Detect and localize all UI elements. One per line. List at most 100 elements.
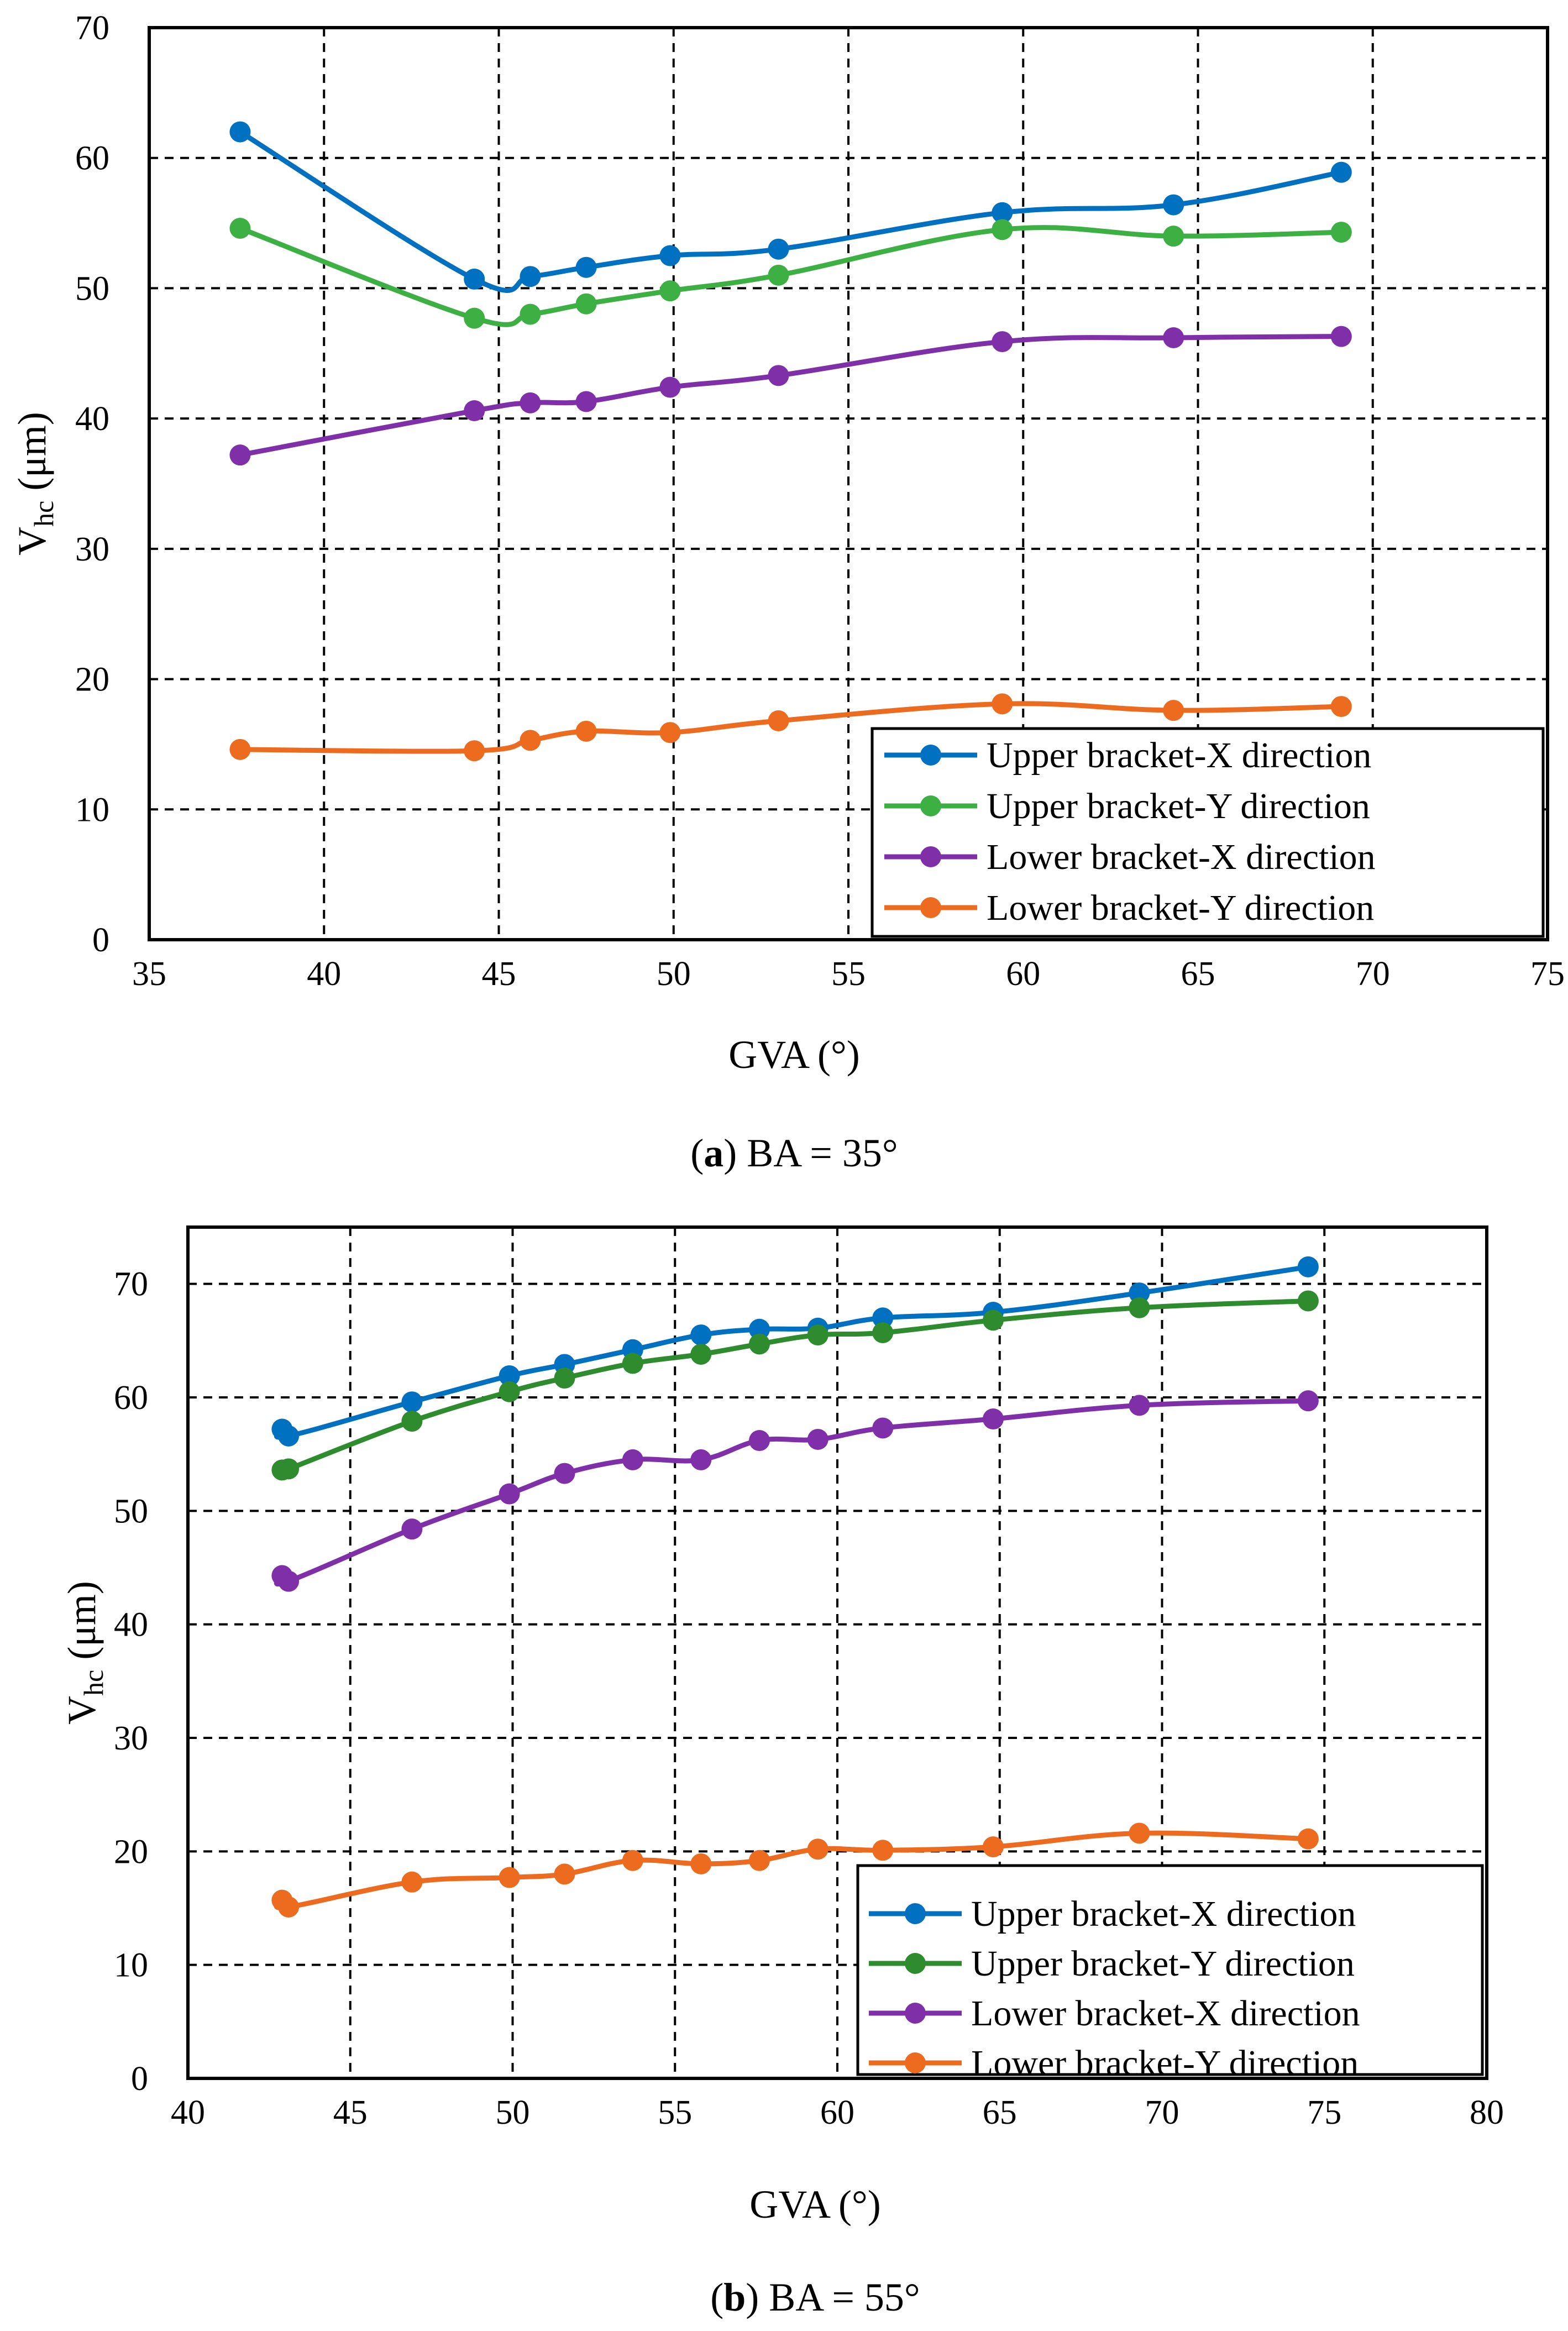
chart-a-legend-item-2: Lower bracket-X direction	[884, 837, 1376, 877]
chart-a-series-3-point-1	[464, 740, 485, 762]
chart-a-x-tick-60: 60	[1006, 955, 1040, 993]
chart-b-series-1-point-5	[622, 1353, 643, 1374]
chart-a-x-ticks: 35 40 45 50 55 60 65 70 75	[132, 955, 1565, 993]
chart-a-series-3-point-8	[1330, 696, 1352, 717]
chart-b-legend-label-1: Upper bracket-Y direction	[971, 1944, 1355, 1984]
chart-a-y-tick-0: 0	[92, 921, 109, 959]
chart-b-legend-marker-1	[905, 1953, 926, 1974]
chart-b-x-ticks: 40 45 50 55 60 65 70 75 80	[171, 2094, 1504, 2131]
chart-a-x-tick-75: 75	[1530, 955, 1565, 993]
chart-b-series-1-point-4	[554, 1368, 575, 1389]
chart-b-y-axis-label: Vhc (μm)	[60, 1581, 109, 1725]
chart-b-series-0-point-1	[278, 1425, 300, 1447]
chart-a-x-tick-40: 40	[307, 955, 341, 993]
chart-b-series-2-point-3	[499, 1483, 520, 1505]
chart-a-y-tick-60: 60	[75, 140, 109, 177]
chart-b-legend-item-3: Lower bracket-Y direction	[869, 2043, 1359, 2083]
chart-b-x-axis-label: GVA (°)	[749, 2182, 880, 2227]
chart-a-series-0	[229, 121, 1352, 293]
chart-b-x-tick-45: 45	[333, 2094, 368, 2131]
chart-b-legend-marker-3	[905, 2052, 926, 2073]
chart-a-x-tick-55: 55	[831, 955, 866, 993]
chart-b-series-0-point-2	[401, 1391, 423, 1413]
chart-a-series-2-point-0	[229, 444, 251, 466]
chart-b-y-tick-20: 20	[114, 1833, 148, 1871]
chart-a-x-tick-65: 65	[1181, 955, 1215, 993]
chart-b-legend: Upper bracket-X direction Upper bracket-Y…	[856, 1864, 1484, 2083]
chart-a-legend-label-3: Lower bracket-Y direction	[987, 888, 1374, 928]
chart-a-series-2-point-7	[1163, 327, 1184, 348]
chart-b-series-3-point-10	[983, 1836, 1004, 1858]
chart-a-legend-marker-0	[920, 745, 941, 766]
chart-b-series-2-point-10	[983, 1408, 1004, 1430]
chart-a-series-3-point-6	[992, 693, 1013, 715]
chart-a-legend-item-3: Lower bracket-Y direction	[884, 888, 1374, 928]
chart-a-series-3-point-4	[659, 722, 681, 743]
chart-a-legend-marker-3	[920, 897, 941, 918]
chart-b-series-1-point-11	[1129, 1297, 1150, 1318]
chart-a-series-1-point-1	[464, 307, 485, 329]
chart-a-grid	[149, 28, 1548, 940]
chart-b-series-1-point-12	[1297, 1290, 1319, 1312]
chart-a-legend-item-1: Upper bracket-Y direction	[884, 786, 1370, 826]
chart-a-y-tick-20: 20	[75, 661, 109, 699]
chart-b-series-2-point-7	[749, 1430, 770, 1452]
chart-b-x-tick-80: 80	[1470, 2094, 1504, 2131]
chart-b-series-1-point-2	[401, 1411, 423, 1432]
chart-b-series-1-point-9	[872, 1322, 894, 1343]
chart-b-legend-item-0: Upper bracket-X direction	[869, 1894, 1356, 1934]
chart-b-x-tick-70: 70	[1145, 2094, 1179, 2131]
chart-a-legend-label-1: Upper bracket-Y direction	[987, 786, 1370, 826]
chart-a-series-1	[229, 218, 1352, 329]
chart-b-legend-item-2: Lower bracket-X direction	[869, 1993, 1360, 2034]
chart-b-series-3-point-2	[401, 1871, 423, 1893]
chart-a-legend-marker-1	[920, 795, 941, 816]
chart-a-series-1-point-4	[659, 280, 681, 302]
chart-a-x-tick-35: 35	[132, 955, 166, 993]
chart-b-series-0-point-6	[690, 1324, 712, 1346]
chart-a-y-axis-label: Vhc (μm)	[10, 412, 59, 556]
chart-b-series-3	[271, 1822, 1319, 1918]
chart-b-y-tick-70: 70	[114, 1266, 148, 1303]
chart-a-series-1-point-5	[768, 264, 789, 286]
chart-a-series-3	[229, 693, 1352, 762]
chart-a-series-1-point-7	[1163, 226, 1184, 247]
chart-b-series-3-point-11	[1129, 1822, 1150, 1844]
chart-a-series-2	[229, 326, 1352, 466]
chart-a-series-0-point-6	[992, 202, 1013, 223]
chart-b-series-3-point-6	[690, 1853, 712, 1874]
chart-b-series-2-point-11	[1129, 1395, 1150, 1416]
chart-a-series-2-point-2	[520, 392, 541, 413]
chart-b-series-2-point-4	[554, 1463, 575, 1484]
chart-b-legend-label-3: Lower bracket-Y direction	[971, 2043, 1359, 2083]
chart-a-series	[229, 121, 1352, 762]
chart-a-series-2-point-1	[464, 400, 485, 421]
chart-a-legend-items: Upper bracket-X direction Upper bracket-Y…	[884, 735, 1376, 928]
chart-b-series-1-point-1	[278, 1458, 300, 1480]
chart-b-series-0-point-12	[1297, 1256, 1319, 1277]
chart-b-x-tick-40: 40	[171, 2094, 205, 2131]
chart-a-series-0-point-7	[1163, 194, 1184, 216]
chart-a-series-2-point-5	[768, 365, 789, 386]
chart-b-x-tick-65: 65	[983, 2094, 1017, 2131]
chart-b-y-tick-30: 30	[114, 1720, 148, 1757]
chart-a-legend-label-0: Upper bracket-X direction	[987, 735, 1371, 776]
chart-a-series-0-point-3	[575, 256, 597, 278]
chart-a-series-1-point-6	[992, 219, 1013, 240]
chart-a-x-axis-label: GVA (°)	[728, 1033, 859, 1077]
chart-b-series-2-point-9	[872, 1417, 894, 1439]
chart-b-series-3-point-1	[278, 1896, 300, 1918]
chart-a-series-3-point-7	[1163, 700, 1184, 721]
chart-b-series-1-point-3	[499, 1381, 520, 1402]
chart-a-y-tick-70: 70	[75, 9, 109, 47]
chart-b-series-3-point-5	[622, 1850, 643, 1871]
chart-a-legend-box	[870, 727, 1545, 938]
chart-a-y-tick-30: 30	[75, 531, 109, 568]
chart-b-series-2-point-8	[807, 1428, 828, 1450]
chart-b-y-tick-60: 60	[114, 1379, 148, 1417]
chart-a-series-0-point-0	[229, 121, 251, 143]
chart-a-legend-item-0: Upper bracket-X direction	[884, 735, 1371, 776]
chart-a-series-1-point-0	[229, 218, 251, 239]
chart-a-series-3-point-0	[229, 738, 251, 760]
chart-b-series-1	[271, 1290, 1319, 1481]
